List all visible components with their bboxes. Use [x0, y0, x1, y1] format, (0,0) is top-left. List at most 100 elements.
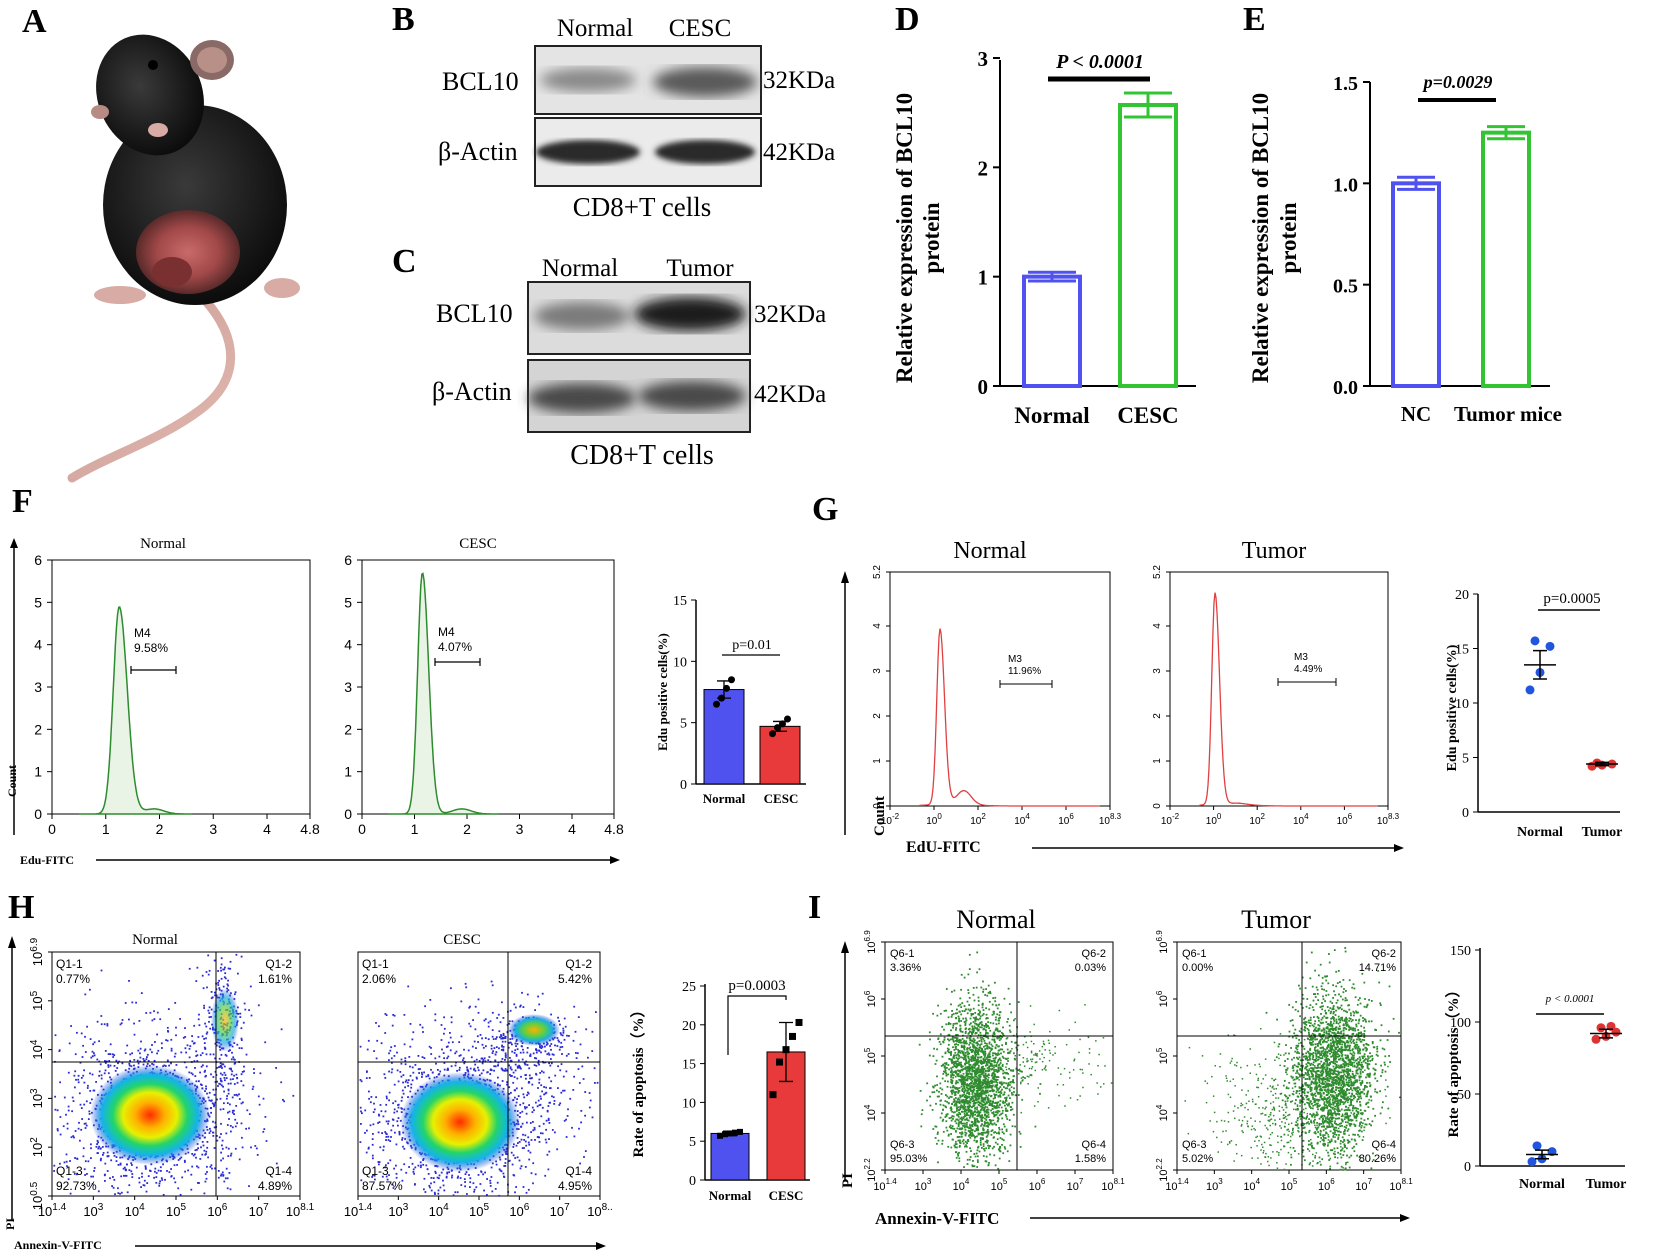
i-normal-event	[982, 1124, 985, 1127]
i-normal-event	[980, 1034, 982, 1037]
h-normal-event	[227, 1092, 230, 1095]
h-cesc-event	[378, 1161, 381, 1163]
i-normal-event	[972, 1097, 974, 1100]
i-normal-event	[980, 1080, 982, 1083]
h-normal-event	[88, 1113, 91, 1115]
h-cesc-event	[475, 1047, 477, 1049]
i-normal-event	[955, 1107, 958, 1109]
i-normal-event	[947, 1073, 950, 1076]
i-normal-event	[959, 1041, 962, 1044]
h-cesc-event	[384, 1077, 387, 1079]
h-cesc-event	[395, 1176, 398, 1179]
i-normal-event	[997, 1052, 999, 1055]
h-cesc-event	[421, 1076, 423, 1078]
h-normal-event	[84, 1174, 86, 1176]
i-normal-event	[985, 1026, 988, 1029]
h-cesc-event	[375, 1022, 377, 1024]
i-normal-event	[970, 1056, 973, 1058]
h-normal-xtick-label-5: 107	[249, 1202, 269, 1219]
i-normal-event	[978, 1064, 980, 1067]
h-cesc-event	[545, 1044, 548, 1046]
h-normal-event	[199, 1071, 201, 1074]
h-cesc-event	[510, 1059, 513, 1062]
h-cesc-event	[360, 1179, 363, 1182]
i-normal-event	[933, 1047, 935, 1050]
h-cesc-event	[373, 1050, 375, 1052]
i-normal-event	[979, 1087, 982, 1090]
h-cesc-event	[512, 1071, 515, 1074]
h-cesc-event	[566, 1034, 568, 1037]
i-normal-event	[985, 1094, 988, 1097]
h-cesc-event	[401, 1138, 403, 1141]
h-normal-event	[205, 1065, 208, 1068]
blot-c-band-bcl10-normal	[534, 302, 630, 330]
h-normal-event	[170, 1038, 173, 1041]
i-normal-event	[997, 1091, 1000, 1094]
i-normal-event	[966, 1053, 969, 1056]
i-normal-event	[972, 1086, 974, 1089]
hBar-point	[776, 1058, 783, 1066]
panel-h-ylabel: PI	[3, 1218, 17, 1230]
h-cesc-event	[393, 1108, 396, 1111]
h-normal-event	[205, 1087, 207, 1090]
h-cesc-event	[439, 1186, 442, 1189]
h-normal-event	[255, 1147, 258, 1150]
i-normal-event	[981, 1006, 984, 1009]
i-normal-event	[977, 1066, 980, 1069]
h-cesc-event	[534, 1173, 537, 1176]
h-cesc-event	[521, 991, 523, 994]
blot-c-caption: CD8+T cells	[570, 440, 714, 471]
i-normal-event	[971, 1106, 974, 1108]
h-normal-event	[131, 1052, 133, 1055]
i-normal-event	[974, 1155, 977, 1158]
i-normal-event	[978, 1040, 981, 1042]
panel-h-pi-arrowhead	[8, 936, 16, 948]
i-normal-event	[960, 1066, 963, 1069]
i-normal-event	[977, 1145, 980, 1148]
h-cesc-event	[434, 1057, 437, 1060]
i-normal-event	[973, 1153, 976, 1155]
i-normal-event	[929, 1104, 932, 1107]
h-normal-event	[128, 1184, 131, 1187]
i-normal-event	[986, 994, 989, 997]
h-normal-event	[225, 1054, 228, 1057]
h-cesc-event	[547, 1117, 550, 1120]
panel-h-xlabel: Annexin-V-FITC	[14, 1238, 102, 1251]
h-normal-event	[207, 973, 210, 976]
i-normal-event	[1003, 997, 1006, 1000]
h-normal-event	[225, 1077, 228, 1079]
h-cesc-event	[443, 1057, 445, 1060]
i-normal-event	[958, 1151, 960, 1154]
i-normal-event	[992, 1113, 995, 1115]
i-normal-event	[966, 1000, 969, 1003]
h-cesc-event	[561, 1034, 564, 1037]
i-normal-event	[1005, 1062, 1008, 1065]
h-normal-event	[197, 1036, 200, 1038]
h-cesc-event	[546, 1153, 549, 1156]
i-normal-event	[1008, 1029, 1011, 1032]
i-normal-event	[966, 1090, 969, 1092]
i-normal-event	[979, 1132, 982, 1135]
h-cesc-event	[584, 1150, 587, 1152]
i-normal-event	[984, 994, 987, 996]
i-normal-event	[934, 1125, 937, 1128]
i-normal-event	[987, 1037, 990, 1040]
i-normal-event	[953, 1091, 955, 1094]
i-normal-event	[1000, 1113, 1003, 1115]
h-normal-event	[257, 1095, 260, 1098]
h-normal-event	[231, 1096, 234, 1099]
h-normal-event	[221, 1171, 224, 1174]
h-normal-event	[126, 1191, 129, 1194]
i-normal-event	[976, 1149, 979, 1152]
hBar-point	[732, 1129, 738, 1136]
h-cesc-event	[572, 1039, 575, 1042]
h-cesc-event	[473, 1188, 476, 1191]
h-normal-event	[196, 966, 199, 969]
i-normal-event	[950, 1119, 953, 1122]
i-normal-event	[946, 1113, 949, 1115]
f-normal-ytick-label-5: 5	[34, 594, 42, 610]
i-normal-event	[962, 1139, 965, 1141]
hBar-ytick-label-5: 25	[682, 980, 696, 995]
chartE-ytick-label-2: 1.0	[1333, 174, 1358, 196]
i-normal-event	[957, 1097, 960, 1100]
